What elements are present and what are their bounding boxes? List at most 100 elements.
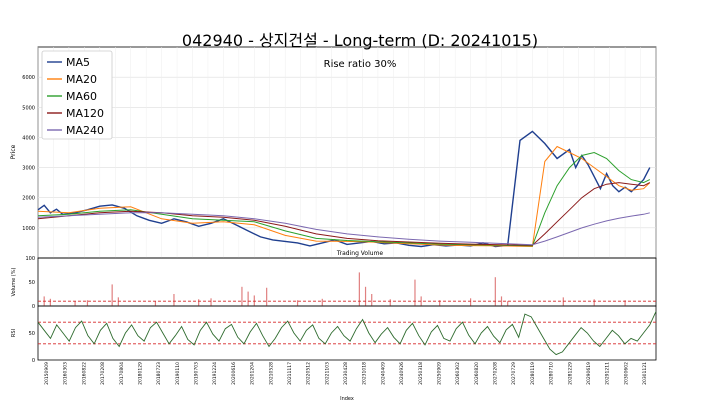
volume-tick-label: 50	[29, 280, 35, 286]
series-line-ma60	[37, 151, 651, 247]
x-tick-label: 20190110	[175, 362, 181, 385]
x-tick-label: 20300602	[623, 362, 629, 385]
volume-bar	[371, 294, 373, 306]
volume-bar	[74, 301, 76, 306]
x-tick-label: 20220512	[306, 362, 312, 385]
legend-label-ma120: MA120	[66, 107, 104, 120]
x-tick-label: 20230428	[343, 362, 349, 385]
x-tick-label: 20150909	[44, 362, 50, 385]
x-tick-label: 20160822	[81, 362, 87, 385]
rsi-line	[37, 311, 657, 356]
series-line-ma5	[37, 130, 651, 248]
x-tick-label: 20170208	[100, 362, 106, 385]
x-tick-label: 20260820	[474, 362, 480, 385]
volume-y-ticks: 0 50 100	[25, 256, 35, 310]
rsi-panel: 0 50 RSI	[11, 305, 657, 364]
x-tick-label: 20221103	[324, 362, 330, 385]
price-tick-label: 4000	[22, 135, 35, 141]
series-line-ma120	[37, 182, 651, 246]
legend-items: MA5 MA20 MA60 MA120 MA240	[47, 56, 104, 137]
volume-bar	[117, 297, 119, 306]
volume-bar	[420, 296, 422, 306]
volume-bar	[241, 286, 243, 306]
volume-bar	[198, 299, 200, 306]
x-tick-label: 20280710	[549, 362, 555, 385]
price-tick-label: 1000	[22, 226, 35, 232]
volume-bar	[321, 298, 323, 306]
volume-bar	[470, 298, 472, 306]
volume-bar	[111, 284, 113, 306]
volume-bar	[86, 300, 89, 306]
x-tick-label: 20240926	[399, 362, 405, 385]
volume-bar	[389, 299, 391, 306]
rsi-plot-area	[37, 305, 657, 361]
chart-title: 042940 - 상지건설 - Long-term (D: 20241015)	[182, 31, 538, 50]
volume-bar	[439, 300, 441, 306]
legend-box	[41, 50, 113, 140]
x-tick-label: 20191224	[212, 362, 218, 385]
price-panel: 1000 2000 3000 4000 5000 6000 Price Rise rati…	[10, 46, 657, 259]
x-tick-label: 20280119	[530, 362, 536, 385]
rsi-tick-label: 50	[29, 331, 35, 337]
volume-bar	[562, 297, 564, 306]
x-tick-label: 20270729	[511, 362, 517, 385]
volume-bar	[154, 301, 157, 306]
x-tick-label: 20190703	[194, 362, 200, 385]
price-y-ticks: 1000 2000 3000 4000 5000 6000	[22, 75, 35, 232]
x-tick-label: 20250909	[436, 362, 442, 385]
volume-bar	[414, 279, 416, 306]
x-axis-ticks: 20150909 20160303 20160822 20170208 20170804…	[44, 362, 648, 385]
volume-bars	[43, 272, 626, 306]
volume-bar	[500, 296, 503, 306]
volume-panel: 0 50 100 Volume (%) Trading Volume	[11, 250, 657, 310]
x-tick-label: 20200616	[231, 362, 237, 385]
legend: MA5 MA20 MA60 MA120 MA240	[41, 50, 113, 140]
volume-bar	[49, 298, 51, 306]
rsi-reference-lines	[38, 321, 656, 345]
volume-bar	[296, 300, 299, 306]
trading-volume-label: Trading Volume	[336, 250, 384, 257]
price-tick-label: 2000	[22, 196, 35, 202]
price-series	[37, 130, 651, 248]
x-tick-label: 20211117	[287, 362, 293, 385]
volume-bar	[210, 298, 212, 306]
volume-bar	[253, 295, 255, 306]
rsi-series	[37, 311, 657, 356]
rsi-y-ticks: 0 50	[29, 331, 35, 364]
x-tick-label: 20210528	[268, 362, 274, 385]
volume-bar	[494, 277, 496, 306]
price-grid	[37, 47, 657, 258]
volume-bar	[624, 300, 626, 306]
rsi-ylabel: RSI	[11, 329, 17, 337]
price-ylabel: Price	[10, 144, 17, 159]
volume-bar	[507, 301, 509, 306]
legend-label-ma5: MA5	[66, 56, 90, 69]
volume-ylabel: Volume (%)	[11, 268, 17, 297]
series-line-ma20	[37, 145, 651, 248]
x-tick-label: 20281229	[567, 362, 573, 385]
series-line-ma240	[37, 212, 650, 246]
x-tick-label: 20240409	[380, 362, 386, 385]
legend-label-ma20: MA20	[66, 73, 97, 86]
price-tick-label: 3000	[22, 166, 35, 172]
x-tick-label: 20180129	[137, 362, 143, 385]
x-tick-label: 20250318	[418, 362, 424, 385]
x-tick-label: 20290619	[586, 362, 592, 385]
x-tick-label: 20231018	[362, 362, 368, 385]
volume-tick-label: 100	[25, 256, 35, 262]
volume-bar	[266, 287, 268, 306]
legend-label-ma60: MA60	[66, 90, 97, 103]
rsi-tick-label: 0	[32, 358, 35, 364]
price-tick-label: 5000	[22, 105, 35, 111]
rise-ratio-annotation: Rise ratio 30%	[324, 59, 397, 70]
volume-bar	[358, 272, 360, 306]
x-tick-label: 20291211	[605, 362, 611, 385]
volume-bar	[173, 294, 175, 306]
x-tick-label: 20160303	[63, 362, 69, 385]
x-tick-label: 20180723	[156, 362, 162, 385]
volume-bar	[364, 286, 367, 306]
x-tick-label: 20170804	[119, 362, 125, 385]
volume-tick-label: 0	[32, 304, 35, 310]
x-tick-label: 20270208	[493, 362, 499, 385]
